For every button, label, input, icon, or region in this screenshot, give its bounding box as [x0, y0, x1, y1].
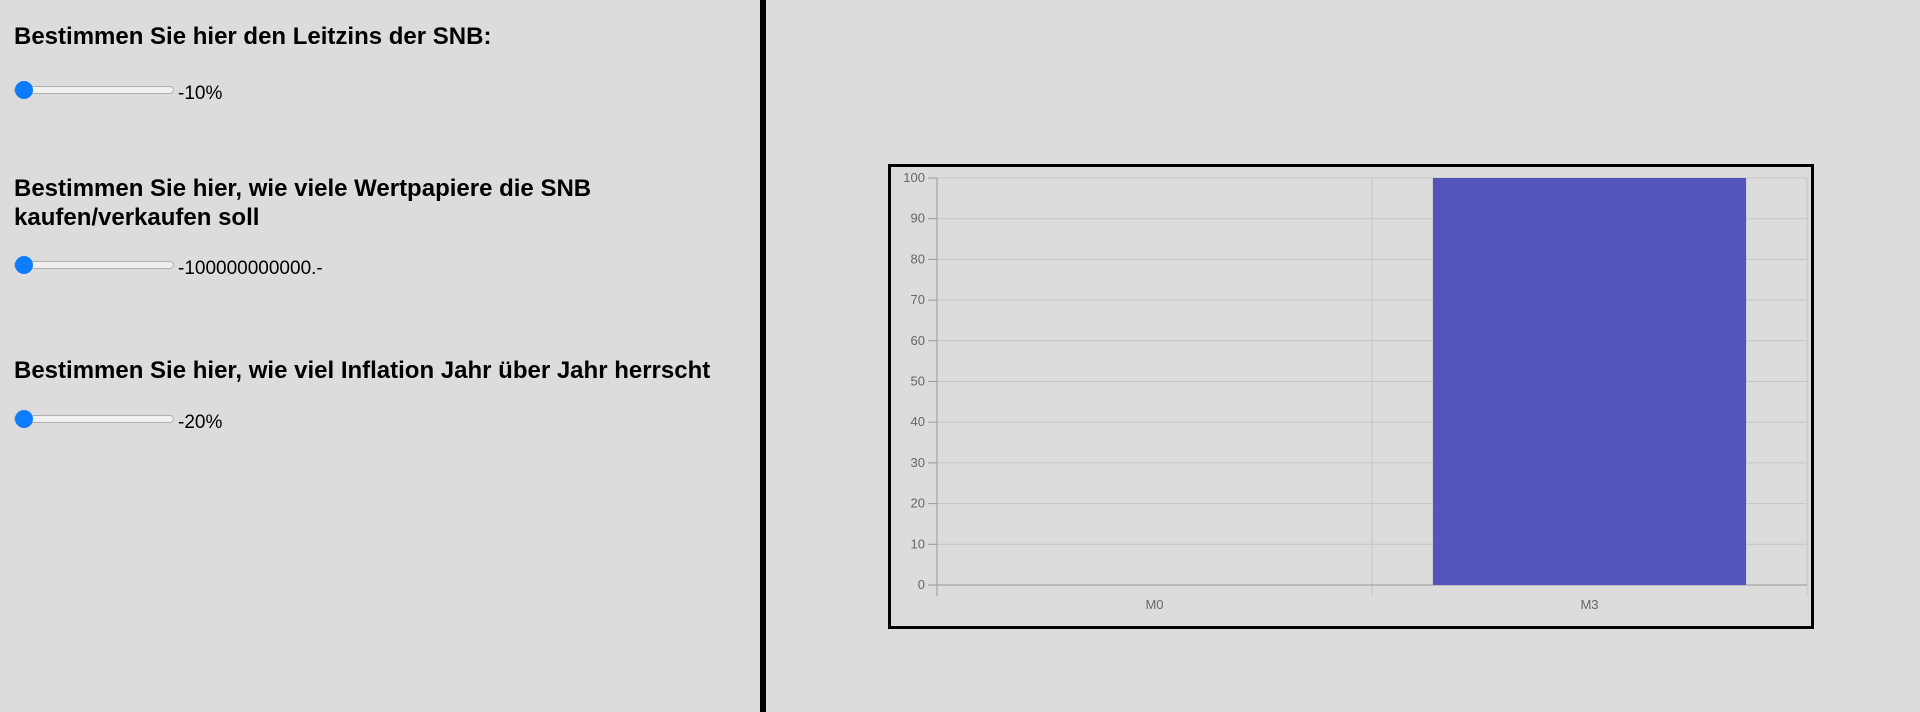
y-tick-label: 80	[911, 251, 925, 266]
x-tick-label: M0	[1145, 597, 1163, 612]
y-tick-label: 100	[903, 170, 925, 185]
leitzins-heading: Bestimmen Sie hier den Leitzins der SNB:	[14, 23, 492, 50]
leitzins-slider[interactable]	[14, 86, 174, 94]
y-tick-label: 20	[911, 496, 925, 511]
chart-panel: 0 10 20 30 40 50 60 70 80 90 100 M0 M3	[772, 0, 1920, 712]
wertpapiere-row: -100000000000.-	[14, 249, 754, 279]
wertpapiere-value: -100000000000.-	[178, 258, 323, 279]
inflation-value: -20%	[178, 412, 223, 433]
leitzins-control: Bestimmen Sie hier den Leitzins der SNB:…	[14, 22, 754, 104]
y-tick-label: 90	[911, 211, 925, 226]
y-tick-label: 10	[911, 536, 925, 551]
leitzins-value: -10%	[178, 83, 223, 104]
y-tick-label: 30	[911, 455, 925, 470]
y-tick-label: 0	[918, 577, 925, 592]
y-tick-label: 70	[911, 292, 925, 307]
wertpapiere-control: Bestimmen Sie hier, wie viele Wertpapier…	[14, 174, 754, 279]
x-tick-label: M3	[1580, 597, 1598, 612]
inflation-control: Bestimmen Sie hier, wie viel Inflation J…	[14, 356, 754, 433]
bar-m3	[1432, 178, 1747, 585]
y-tick-label: 50	[911, 374, 925, 389]
wertpapiere-heading: Bestimmen Sie hier, wie viele Wertpapier…	[14, 175, 592, 231]
wertpapiere-slider[interactable]	[14, 261, 174, 269]
controls-panel: Bestimmen Sie hier den Leitzins der SNB:…	[0, 0, 766, 712]
inflation-slider[interactable]	[14, 415, 174, 423]
chart-frame: 0 10 20 30 40 50 60 70 80 90 100 M0 M3	[888, 164, 1814, 629]
leitzins-row: -10%	[14, 74, 754, 104]
bar-chart: 0 10 20 30 40 50 60 70 80 90 100 M0 M3	[903, 170, 1808, 612]
y-tick-label: 60	[911, 333, 925, 348]
inflation-heading: Bestimmen Sie hier, wie viel Inflation J…	[14, 357, 711, 384]
y-tick-label: 40	[911, 414, 925, 429]
inflation-row: -20%	[14, 403, 754, 433]
